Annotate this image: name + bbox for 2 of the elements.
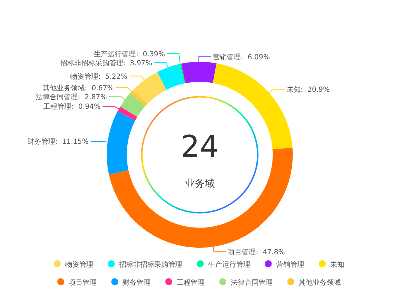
- text: 业务域: [185, 178, 215, 190]
- text: 24: [180, 130, 220, 165]
